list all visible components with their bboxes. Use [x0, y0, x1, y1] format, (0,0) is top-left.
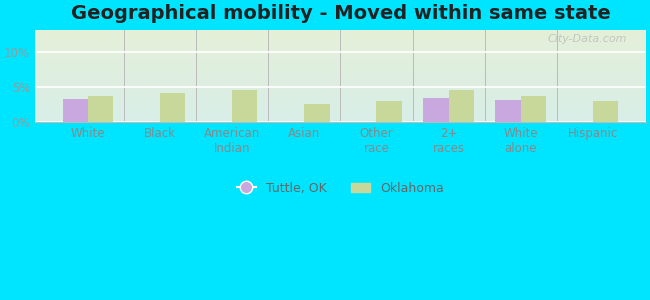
Bar	[376, 101, 402, 122]
Text: City-Data.com: City-Data.com	[548, 34, 627, 44]
Legend: Tuttle, OK, Oklahoma: Tuttle, OK, Oklahoma	[232, 177, 449, 200]
Bar	[63, 99, 88, 122]
Bar	[448, 90, 474, 122]
Bar	[232, 90, 257, 122]
Bar	[495, 100, 521, 122]
Title: Geographical mobility - Moved within same state: Geographical mobility - Moved within sam…	[71, 4, 610, 23]
Bar	[521, 95, 546, 122]
Bar	[160, 93, 185, 122]
Bar	[304, 104, 330, 122]
Bar	[593, 101, 618, 122]
Bar	[88, 95, 113, 122]
Bar	[423, 98, 448, 122]
